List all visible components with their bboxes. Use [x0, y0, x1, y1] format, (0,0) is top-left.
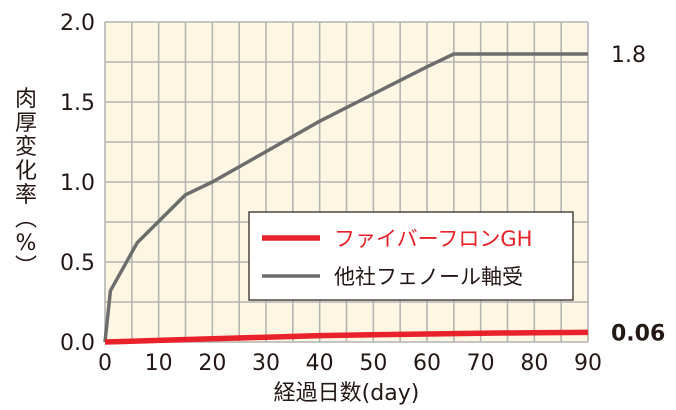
y-tick-label: 2.0	[60, 11, 95, 36]
x-tick-label: 50	[359, 351, 387, 376]
x-tick-label: 40	[306, 351, 334, 376]
x-tick-label: 10	[145, 351, 173, 376]
series-layer	[103, 52, 589, 345]
series-line	[104, 329, 589, 345]
y-tick-label: 1.0	[60, 171, 95, 196]
end-labels: 1.8 0.06	[611, 43, 665, 346]
x-tick-label: 20	[198, 351, 226, 376]
x-tick-label: 0	[98, 351, 112, 376]
legend-label: 他社フェノール軸受	[334, 265, 523, 289]
y-tick-label: 0.5	[60, 251, 95, 276]
legend-box	[248, 211, 574, 301]
end-label: 0.06	[611, 321, 665, 346]
x-tick-label: 70	[467, 351, 495, 376]
legend: ファイバーフロンGH 他社フェノール軸受	[248, 211, 574, 301]
tick-labels: 0 10 20 30 40 50 60 70 80 90 0.0 0.5 1.0 1.5 2.0	[60, 11, 602, 376]
y-tick-label: 0.0	[60, 331, 95, 356]
x-axis-label: 経過日数(day)	[274, 381, 420, 406]
x-tick-label: 80	[520, 351, 548, 376]
series-line	[103, 52, 588, 343]
legend-label: ファイバーフロンGH	[334, 227, 532, 251]
x-tick-label: 90	[574, 351, 602, 376]
end-label: 1.8	[611, 43, 646, 68]
x-tick-label: 30	[252, 351, 280, 376]
y-axis-label: 肉厚変化率︵% ︶	[15, 87, 37, 280]
y-tick-label: 1.5	[60, 91, 95, 116]
x-tick-label: 60	[413, 351, 441, 376]
